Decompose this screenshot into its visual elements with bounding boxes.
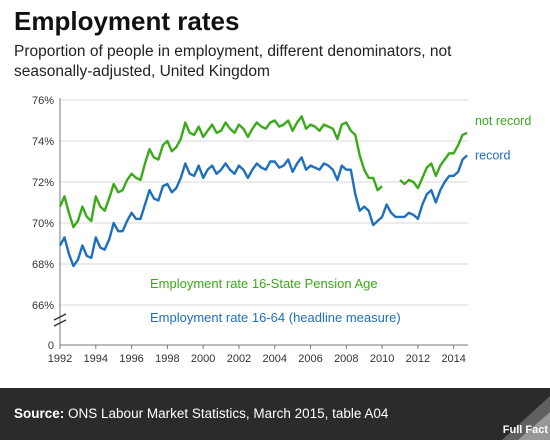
series-line-record — [58, 154, 468, 268]
y-tick-label: 70% — [32, 218, 54, 230]
y-axis-ticks: 76% 74% 72% 70% 68% 66% 0 — [32, 95, 54, 352]
x-tick-label: 2012 — [406, 353, 430, 365]
y-tick-label: 68% — [32, 259, 54, 271]
series-label: record — [475, 148, 510, 162]
chart-title: Employment rates — [14, 6, 240, 36]
x-tick-label: 2004 — [262, 353, 286, 365]
x-tick-label: 2002 — [227, 353, 251, 365]
x-tick-label: 2010 — [370, 353, 394, 365]
x-axis-ticks: 1992 1994 1996 1998 2000 2002 2004 2006 2008 2010… — [48, 345, 466, 365]
y-tick-label: 66% — [32, 300, 54, 312]
y-tick-label: 76% — [32, 95, 54, 107]
x-tick-label: 2008 — [334, 353, 358, 365]
y-tick-label: 74% — [32, 136, 54, 148]
x-tick-label: 1996 — [119, 353, 143, 365]
series-line-not-record — [58, 115, 383, 229]
logo-shape-icon — [502, 396, 550, 440]
axes — [53, 98, 468, 346]
full-fact-logo: Full Fact — [490, 388, 550, 440]
series-lines — [58, 115, 468, 268]
y-tick-label-zero: 0 — [48, 340, 54, 352]
footer-bar: Source: ONS Labour Market Statistics, Ma… — [0, 388, 550, 440]
y-tick-label: 72% — [32, 177, 54, 189]
source-note: Source: ONS Labour Market Statistics, Ma… — [14, 406, 388, 421]
axis-break-mark — [53, 319, 67, 327]
x-tick-label: 1992 — [48, 353, 72, 365]
x-tick-label: 2000 — [191, 353, 215, 365]
employment-line-chart: 76% 74% 72% 70% 68% 66% 0 1992 1994 1996 1998 2000… — [32, 95, 531, 365]
logo-text: Full Fact — [502, 424, 548, 436]
annotation-blue: Employment rate 16-64 (headline measure) — [150, 310, 401, 325]
source-label: Source: — [14, 406, 65, 421]
series-labels: not record record — [475, 114, 531, 163]
annotation-green: Employment rate 16-State Pension Age — [150, 276, 378, 291]
annotations: Employment rate 16-State Pension Age Empl… — [150, 276, 401, 325]
x-tick-label: 1994 — [84, 353, 108, 365]
series-label: not record — [475, 114, 531, 128]
x-tick-label: 2006 — [298, 353, 322, 365]
chart-subtitle: Proportion of people in employment, diff… — [14, 43, 452, 80]
axis-break-mark — [53, 313, 67, 321]
source-text: ONS Labour Market Statistics, March 2015… — [68, 406, 389, 421]
x-tick-label: 1998 — [155, 353, 179, 365]
series-line-not-record — [399, 131, 468, 190]
gridlines — [60, 99, 468, 306]
x-tick-label: 2014 — [441, 353, 465, 365]
